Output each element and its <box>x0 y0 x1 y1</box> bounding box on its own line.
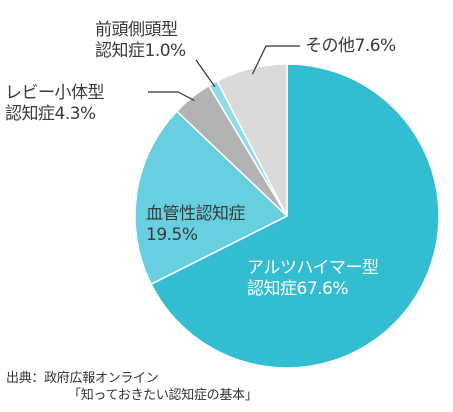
source-line2: 「知っておきたい認知症の基本」 <box>68 388 258 403</box>
source-note: 出典：政府広報オンライン 「知っておきたい認知症の基本」 <box>6 370 258 404</box>
label-frontotemporal-line2: 認知症1.0% <box>95 41 186 61</box>
source-line1: 出典：政府広報オンライン <box>6 371 159 386</box>
leader-line-other <box>251 45 300 75</box>
label-lewy-line1: レビー小体型 <box>5 83 105 103</box>
label-other: その他7.6% <box>305 36 396 57</box>
slice-vascular <box>134 110 289 286</box>
slice-alzheimer <box>150 63 440 369</box>
label-frontotemporal: 前頭側頭型 認知症1.0% <box>95 20 186 62</box>
label-lewy-line2: 認知症4.3% <box>5 104 96 124</box>
label-lewy: レビー小体型 認知症4.3% <box>5 83 105 125</box>
label-frontotemporal-line1: 前頭側頭型 <box>95 20 178 40</box>
leader-line-frontotemporal <box>195 59 216 88</box>
label-alzheimer-line1: アルツハイマー型 <box>247 258 379 278</box>
slice-other <box>216 63 288 217</box>
label-vascular-line2: 19.5% <box>146 225 198 245</box>
leader-line-lewy <box>148 91 195 102</box>
label-vascular-line1: 血管性認知症 <box>146 204 246 224</box>
label-vascular: 血管性認知症 19.5% <box>146 204 246 246</box>
label-alzheimer: アルツハイマー型 認知症67.6% <box>247 258 379 300</box>
label-other-line1: その他7.6% <box>305 36 396 56</box>
label-alzheimer-line2: 認知症67.6% <box>247 279 349 299</box>
